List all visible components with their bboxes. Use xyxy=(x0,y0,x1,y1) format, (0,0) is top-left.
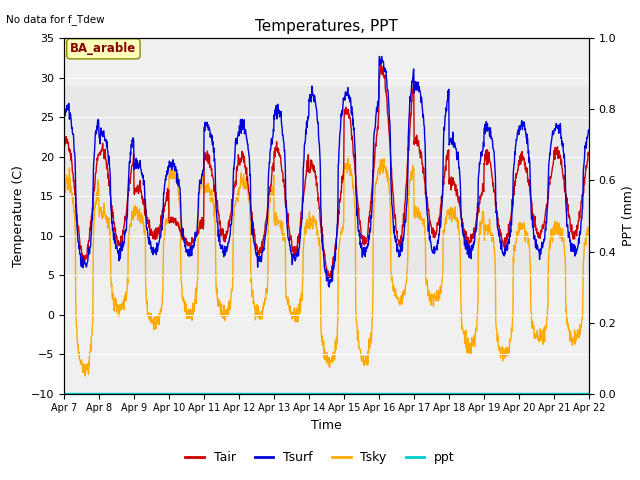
X-axis label: Time: Time xyxy=(311,419,342,432)
Y-axis label: Temperature (C): Temperature (C) xyxy=(12,165,26,267)
Text: BA_arable: BA_arable xyxy=(70,42,136,55)
Title: Temperatures, PPT: Temperatures, PPT xyxy=(255,20,398,35)
Y-axis label: PPT (mm): PPT (mm) xyxy=(622,186,635,246)
Text: No data for f_Tdew: No data for f_Tdew xyxy=(6,14,105,25)
Bar xyxy=(64,86,589,275)
Legend: Tair, Tsurf, Tsky, ppt: Tair, Tsurf, Tsky, ppt xyxy=(180,446,460,469)
